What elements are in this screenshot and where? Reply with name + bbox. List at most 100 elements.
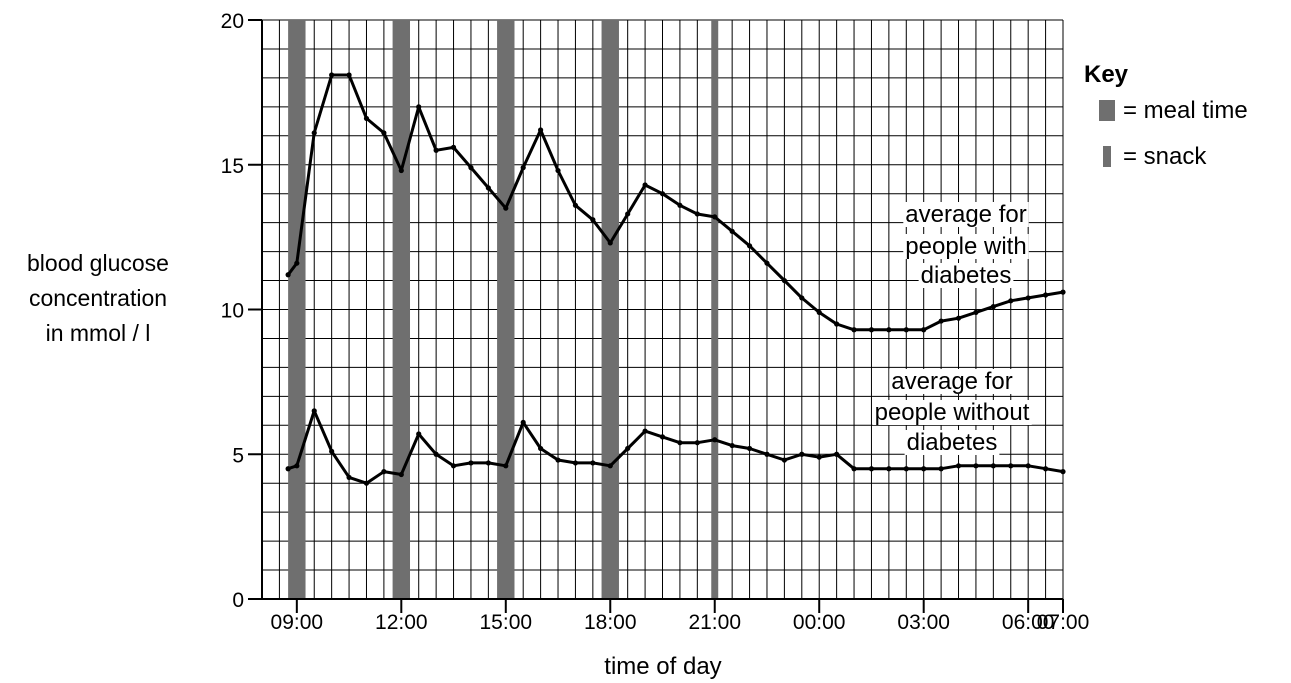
data-point-with-diabetes [450, 144, 457, 150]
data-point-with-diabetes [921, 327, 927, 333]
data-point-without-diabetes [433, 451, 439, 457]
data-point-with-diabetes [712, 214, 718, 220]
data-point-without-diabetes [903, 466, 909, 472]
data-point-without-diabetes [659, 434, 666, 440]
data-point-without-diabetes [625, 445, 631, 452]
data-point-without-diabetes [1042, 466, 1049, 472]
data-point-with-diabetes [834, 321, 840, 327]
y-tick-label: 15 [221, 155, 244, 178]
data-point-without-diabetes [285, 466, 291, 472]
data-point-with-diabetes [625, 211, 631, 217]
data-point-with-diabetes [886, 327, 892, 333]
data-point-with-diabetes [990, 304, 996, 310]
data-point-with-diabetes [590, 217, 596, 223]
data-point-without-diabetes [886, 466, 892, 472]
y-axis-label-line: concentration [29, 285, 167, 311]
meal-bands [288, 20, 719, 599]
legend-meal-label: = meal time [1123, 97, 1248, 124]
annotation-without-diabetes: people without [875, 399, 1030, 426]
snack-band [711, 20, 719, 599]
data-point-without-diabetes [590, 460, 596, 466]
data-point-without-diabetes [712, 437, 718, 443]
y-axis-label-line: blood glucose [27, 250, 169, 276]
data-point-without-diabetes [694, 440, 700, 446]
series-line-without-diabetes [287, 409, 1064, 485]
chart-grid [261, 19, 1064, 600]
y-tick-label: 10 [221, 300, 244, 323]
data-point-without-diabetes [468, 460, 474, 466]
data-point-without-diabetes [329, 448, 335, 454]
x-tick-label: 15:00 [480, 611, 533, 634]
x-tick-label: 18:00 [584, 611, 637, 634]
data-point-with-diabetes [816, 309, 822, 315]
y-tick-label: 20 [221, 10, 244, 33]
data-point-without-diabetes [834, 451, 840, 457]
legend-snack-swatch [1103, 146, 1111, 167]
data-point-with-diabetes [1060, 289, 1066, 295]
legend-meal-swatch [1099, 100, 1115, 121]
data-point-with-diabetes [868, 327, 875, 333]
data-point-without-diabetes [416, 431, 422, 437]
annotation-with-diabetes: average for [905, 201, 1026, 228]
x-tick-labels: 09:00 12:00 15:00 18:00 21:00 00:00 03:00 06:00… [271, 599, 1089, 634]
data-point-with-diabetes [851, 327, 857, 333]
data-point-with-diabetes [973, 309, 979, 315]
data-point-with-diabetes [938, 318, 944, 324]
data-point-with-diabetes [607, 240, 613, 246]
data-point-without-diabetes [642, 428, 648, 434]
data-point-without-diabetes [781, 457, 787, 463]
meal-band [288, 20, 306, 599]
data-point-without-diabetes [851, 466, 857, 472]
y-tick-label: 0 [232, 589, 244, 612]
data-point-with-diabetes [1025, 295, 1031, 301]
annotation-backing [904, 430, 1000, 455]
data-point-without-diabetes [816, 454, 822, 460]
data-point-with-diabetes [572, 202, 579, 208]
data-point-without-diabetes [973, 463, 979, 469]
annotation-backing [889, 369, 1015, 394]
x-tick-label: 03:00 [897, 611, 950, 634]
y-axis-label: blood glucose concentration in mmol / l [27, 250, 169, 346]
data-point-without-diabetes [538, 445, 544, 452]
series-line-with-diabetes [286, 73, 1064, 332]
y-axis-label-line: in mmol / l [46, 320, 151, 346]
data-point-with-diabetes [311, 130, 317, 136]
x-tick-label: 21:00 [688, 611, 741, 634]
data-point-without-diabetes [938, 466, 944, 472]
data-point-with-diabetes [538, 127, 544, 133]
data-point-with-diabetes [764, 260, 770, 266]
annotation-backing [903, 202, 1029, 227]
data-point-without-diabetes [485, 460, 491, 466]
annotation-backing [918, 263, 1014, 288]
data-point-with-diabetes [285, 272, 291, 278]
data-point-without-diabetes [955, 463, 962, 469]
legend: Key = meal time = snack [1084, 61, 1248, 170]
meal-band [392, 20, 411, 599]
data-point-with-diabetes [903, 327, 909, 333]
data-point-without-diabetes [311, 408, 317, 414]
data-point-with-diabetes [642, 182, 648, 188]
data-point-without-diabetes [1008, 463, 1014, 469]
data-point-with-diabetes [555, 167, 561, 174]
x-tick-label: 00:00 [793, 611, 846, 634]
data-point-with-diabetes [677, 202, 683, 208]
data-point-with-diabetes [729, 228, 735, 234]
x-tick-label: 12:00 [375, 611, 428, 634]
data-point-with-diabetes [468, 165, 474, 171]
data-point-with-diabetes [398, 167, 404, 174]
data-point-without-diabetes [990, 463, 996, 469]
data-point-without-diabetes [729, 442, 735, 449]
data-point-with-diabetes [416, 104, 422, 110]
data-point-with-diabetes [781, 277, 787, 284]
annotation-without-diabetes: average for [891, 368, 1012, 395]
data-point-without-diabetes [764, 451, 770, 457]
annotation-with-diabetes: diabetes [921, 262, 1012, 289]
annotation-with-diabetes: people with [905, 233, 1026, 260]
annotation-without-diabetes: diabetes [907, 429, 998, 456]
y-tick-labels: 0 5 10 15 20 [221, 10, 262, 612]
data-point-with-diabetes [346, 72, 352, 78]
data-point-with-diabetes [1042, 292, 1049, 298]
data-point-without-diabetes [381, 469, 387, 475]
